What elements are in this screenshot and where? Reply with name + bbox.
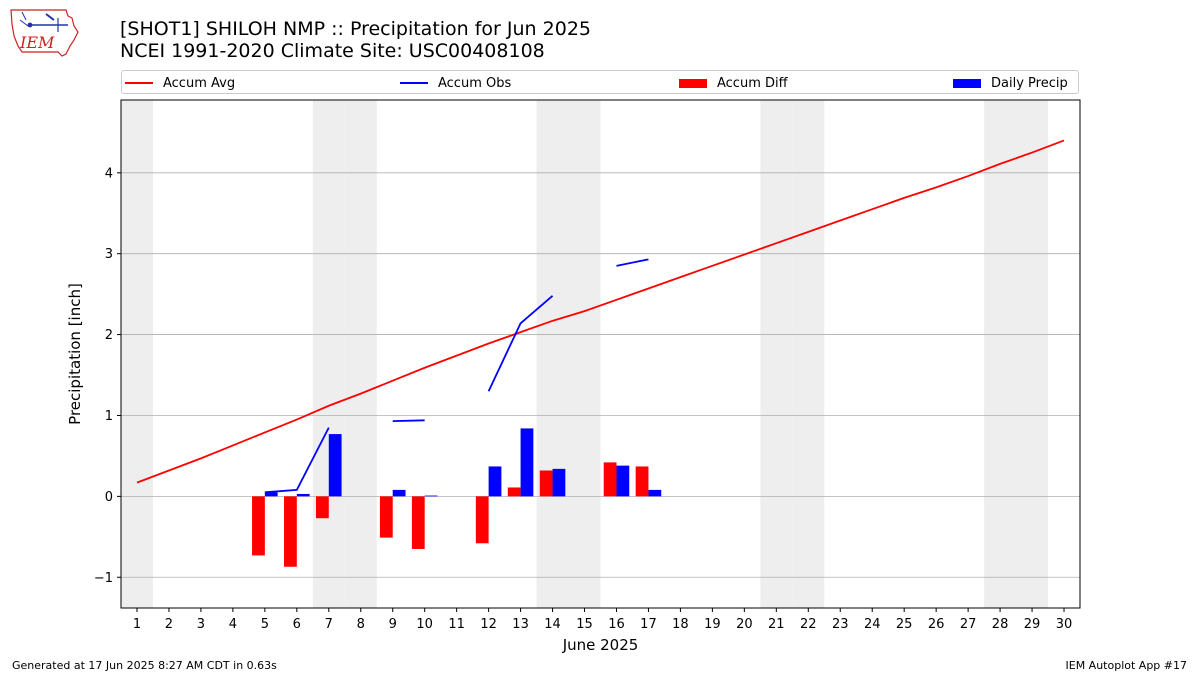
weekend-shade (312, 100, 345, 608)
y-tick-label: 3 (105, 247, 113, 262)
x-tick-label: 9 (389, 617, 397, 632)
accum-diff-bar (252, 496, 265, 556)
legend-item-daily-precip: Daily Precip (953, 75, 1068, 91)
footer-generated: Generated at 17 Jun 2025 8:27 AM CDT in … (12, 659, 277, 672)
weekend-shade (1016, 100, 1049, 608)
x-tick-label: 23 (832, 617, 849, 632)
chart-title-line1: [SHOT1] SHILOH NMP :: Precipitation for … (120, 18, 591, 40)
accum-diff-bar (507, 487, 521, 497)
iem-logo-text: IEM (19, 33, 55, 52)
x-tick-label: 12 (480, 617, 497, 632)
x-tick-label: 1 (133, 617, 141, 632)
weekend-shade (568, 100, 601, 608)
accum-obs-line (392, 419, 425, 423)
accum-diff-bar (411, 496, 425, 549)
daily-precip-bar (392, 489, 406, 497)
chart-title-line2: NCEI 1991-2020 Climate Site: USC00408108 (120, 40, 545, 62)
footer-app: IEM Autoplot App #17 (1065, 659, 1188, 672)
iem-logo: IEM (10, 9, 79, 57)
accum-diff-bar (539, 470, 553, 497)
legend-item-accum-avg: Accum Avg (125, 75, 235, 91)
accum-diff-bar (284, 496, 297, 567)
x-tick-label: 2 (165, 617, 173, 632)
chart-legend: Accum Avg Accum Obs Accum Diff Daily Pre… (121, 70, 1079, 94)
daily-precip-bar (488, 466, 502, 497)
x-tick-label: 11 (448, 617, 465, 632)
y-tick-label: −1 (94, 571, 113, 586)
legend-label-daily-precip: Daily Precip (991, 75, 1068, 91)
x-tick-label: 17 (640, 617, 657, 632)
legend-label-accum-diff: Accum Diff (717, 75, 788, 91)
x-tick-label: 4 (229, 617, 237, 632)
daily-precip-bar (424, 495, 438, 497)
plot-frame (120, 99, 1081, 609)
y-axis-label: Precipitation [inch] (66, 283, 84, 425)
weekend-shade (984, 100, 1017, 608)
x-tick-label: 3 (197, 617, 205, 632)
legend-label-accum-obs: Accum Obs (438, 75, 512, 91)
x-tick-label: 10 (416, 617, 433, 632)
y-tick-label: 4 (105, 166, 113, 181)
daily-precip-bar (648, 489, 662, 497)
accum-diff-bar (603, 462, 617, 497)
accum-diff-bar (379, 496, 393, 538)
accum-diff-bar (635, 466, 649, 497)
daily-precip-bar (296, 493, 310, 497)
legend-swatch-daily-precip (953, 78, 981, 88)
daily-precip-bar (520, 428, 534, 497)
x-tick-label: 30 (1056, 617, 1073, 632)
daily-precip-bar (616, 465, 630, 497)
x-tick-label: 28 (992, 617, 1009, 632)
y-tick-label: 1 (105, 409, 113, 424)
x-tick-label: 13 (512, 617, 529, 632)
x-tick-label: 20 (736, 617, 753, 632)
x-tick-label: 29 (1024, 617, 1041, 632)
x-tick-label: 19 (704, 617, 721, 632)
weekend-shade (760, 100, 793, 608)
accum-diff-bar (475, 496, 489, 544)
legend-swatch-accum-avg (125, 82, 153, 84)
legend-item-accum-obs: Accum Obs (400, 75, 511, 91)
accum-diff-bar (315, 496, 329, 519)
x-tick-label: 15 (576, 617, 593, 632)
daily-precip-bar (328, 434, 342, 497)
weekend-shade (792, 100, 825, 608)
legend-label-accum-avg: Accum Avg (163, 75, 236, 91)
x-tick-label: 5 (261, 617, 269, 632)
x-tick-label: 14 (544, 617, 561, 632)
accum-obs-line (616, 258, 649, 267)
accum-avg-line (136, 139, 1065, 484)
daily-precip-bar (552, 468, 566, 497)
legend-item-accum-diff: Accum Diff (679, 75, 788, 91)
accum-obs-line (487, 295, 554, 392)
x-tick-label: 27 (960, 617, 977, 632)
x-tick-label: 8 (357, 617, 365, 632)
x-tick-label: 25 (896, 617, 913, 632)
weekend-shade (121, 100, 153, 608)
x-tick-label: 21 (768, 617, 785, 632)
x-tick-label: 18 (672, 617, 689, 632)
x-tick-label: 7 (325, 617, 333, 632)
daily-precip-bar (264, 492, 278, 497)
legend-swatch-accum-diff (679, 78, 707, 88)
weekend-shade (344, 100, 377, 608)
x-tick-label: 6 (293, 617, 301, 632)
x-axis-label: June 2025 (562, 636, 639, 654)
x-tick-label: 24 (864, 617, 881, 632)
legend-swatch-accum-obs (400, 82, 428, 84)
x-tick-label: 22 (800, 617, 817, 632)
chart-title: [SHOT1] SHILOH NMP :: Precipitation for … (120, 18, 591, 62)
accum-obs-line (264, 427, 330, 494)
weekend-shade (536, 100, 569, 608)
y-tick-label: 2 (105, 328, 113, 343)
x-tick-label: 26 (928, 617, 945, 632)
x-tick-label: 16 (608, 617, 625, 632)
y-tick-label: 0 (105, 490, 113, 505)
